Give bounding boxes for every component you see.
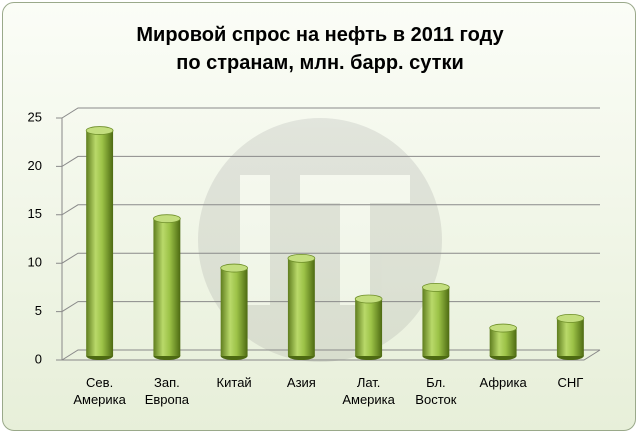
bar-top <box>153 214 181 224</box>
bar <box>355 299 383 356</box>
x-tick-label: Лат. Америка <box>342 375 395 407</box>
bar <box>422 287 450 356</box>
y-tick-label: 15 <box>28 206 42 221</box>
grid-line <box>56 252 600 264</box>
floor <box>62 349 601 361</box>
y-tick-label: 10 <box>28 255 42 270</box>
bar <box>489 328 517 356</box>
chart-title: Мировой спрос на нефть в 2011 году <box>136 24 504 46</box>
grid-line <box>56 349 600 361</box>
y-tick-label: 0 <box>35 351 42 366</box>
bar <box>556 318 584 356</box>
y-tick-label: 5 <box>35 303 42 318</box>
bar-top <box>422 282 450 292</box>
grid-line <box>56 204 600 216</box>
bar-top <box>287 253 316 263</box>
bar <box>287 258 315 356</box>
bar <box>86 130 114 356</box>
bar-top <box>220 263 248 273</box>
chart-subtitle: по странам, млн. барр. сутки <box>176 52 464 74</box>
x-tick-label: СНГ <box>557 375 584 390</box>
x-tick-label: Бл. Восток <box>415 375 457 407</box>
bar <box>153 218 181 356</box>
bar <box>220 268 248 356</box>
x-tick-label: Азия <box>286 375 316 390</box>
x-tick-label: Зап. Европа <box>144 375 190 407</box>
grid-line <box>56 155 600 167</box>
bar-top <box>354 294 383 304</box>
x-tick-label: Сев. Америка <box>73 375 126 407</box>
bar-top <box>489 323 517 333</box>
y-tick-label: 20 <box>28 158 42 173</box>
bar-top <box>85 126 114 135</box>
x-tick-label: Африка <box>479 375 527 390</box>
bar-top <box>556 313 585 323</box>
y-tick-label: 25 <box>28 109 42 124</box>
x-tick-label: Китай <box>216 375 252 390</box>
grid-line <box>56 301 600 313</box>
grid-line <box>56 107 600 119</box>
